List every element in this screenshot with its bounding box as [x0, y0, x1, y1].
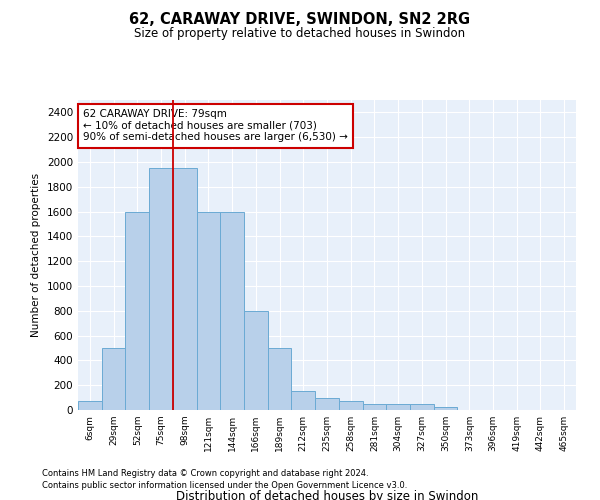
- Text: Contains HM Land Registry data © Crown copyright and database right 2024.: Contains HM Land Registry data © Crown c…: [42, 468, 368, 477]
- Bar: [220, 212, 244, 410]
- Text: 62, CARAWAY DRIVE, SWINDON, SN2 2RG: 62, CARAWAY DRIVE, SWINDON, SN2 2RG: [130, 12, 470, 28]
- Text: 62 CARAWAY DRIVE: 79sqm
← 10% of detached houses are smaller (703)
90% of semi-d: 62 CARAWAY DRIVE: 79sqm ← 10% of detache…: [83, 110, 348, 142]
- Y-axis label: Number of detached properties: Number of detached properties: [31, 173, 41, 337]
- Bar: [149, 168, 173, 410]
- Bar: [434, 407, 457, 410]
- Text: Size of property relative to detached houses in Swindon: Size of property relative to detached ho…: [134, 28, 466, 40]
- Bar: [386, 404, 410, 410]
- Bar: [410, 404, 434, 410]
- Bar: [78, 400, 102, 410]
- Bar: [125, 212, 149, 410]
- Bar: [102, 348, 125, 410]
- Bar: [268, 348, 292, 410]
- Bar: [197, 212, 220, 410]
- X-axis label: Distribution of detached houses by size in Swindon: Distribution of detached houses by size …: [176, 490, 478, 500]
- Bar: [173, 168, 197, 410]
- Bar: [362, 404, 386, 410]
- Bar: [292, 392, 315, 410]
- Bar: [339, 400, 362, 410]
- Bar: [315, 398, 339, 410]
- Bar: [244, 311, 268, 410]
- Text: Contains public sector information licensed under the Open Government Licence v3: Contains public sector information licen…: [42, 481, 407, 490]
